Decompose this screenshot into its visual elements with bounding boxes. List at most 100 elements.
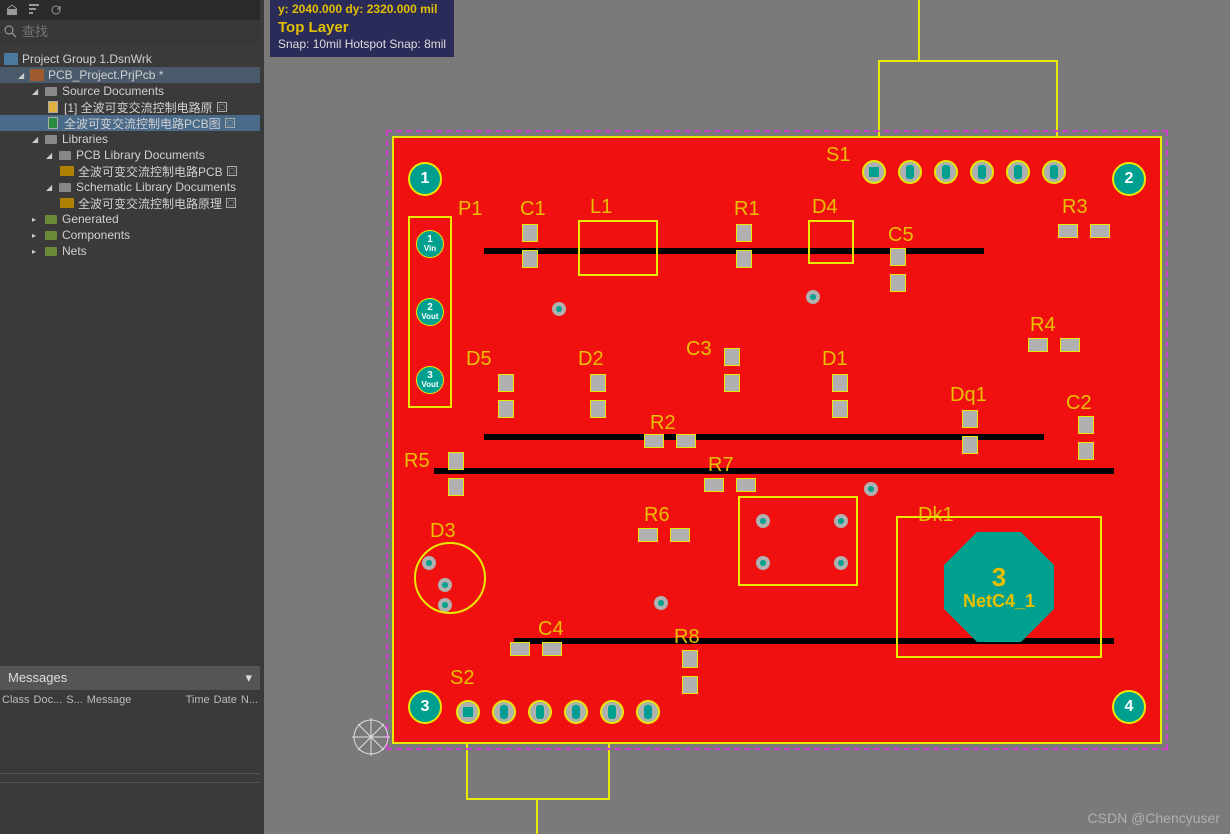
des-R2: R2 (650, 412, 676, 435)
tree-schlib-docs[interactable]: ◢Schematic Library Documents (0, 179, 260, 195)
ext-wire (1056, 60, 1058, 138)
comp-R8 (682, 650, 698, 694)
des-R3: R3 (1062, 196, 1088, 219)
via (756, 514, 770, 528)
messages-header: Class Doc... S... Message Time Date N... (0, 690, 260, 710)
home-icon[interactable] (6, 4, 18, 16)
tree-schlib[interactable]: 全波可变交流控制电路原理▢ (0, 195, 260, 211)
tree-sch-doc[interactable]: [1] 全波可变交流控制电路原▢ (0, 99, 260, 115)
col-date[interactable]: Date (214, 694, 237, 706)
pad-s1-2 (898, 160, 922, 184)
tree-label: Schematic Library Documents (76, 180, 236, 194)
des-C4: C4 (538, 618, 564, 641)
ext-wire (918, 0, 920, 60)
tree-libraries[interactable]: ◢Libraries (0, 131, 260, 147)
bottom-strip (0, 782, 260, 834)
des-R4: R4 (1030, 314, 1056, 337)
polygon-net: 3 NetC4_1 (944, 532, 1054, 642)
origin-crosshair-icon (352, 718, 390, 756)
tree-label: 全波可变交流控制电路PCB图 (64, 115, 221, 132)
comp-C3 (724, 348, 740, 392)
des-D1: D1 (822, 348, 848, 371)
tree-generated[interactable]: ▸Generated (0, 211, 260, 227)
des-C1: C1 (520, 198, 546, 221)
p1-pin1: 1Vin (416, 230, 444, 258)
des-C2: C2 (1066, 392, 1092, 415)
des-R7: R7 (708, 454, 734, 477)
mini-toolbar (0, 0, 260, 20)
via (552, 302, 566, 316)
p1-pin3: 3Vout (416, 366, 444, 394)
tree-components[interactable]: ▸Components (0, 227, 260, 243)
poly-number: 3 (992, 562, 1006, 593)
refresh-icon[interactable] (50, 4, 62, 16)
pad-s1-4 (970, 160, 994, 184)
pad-s2-1 (456, 700, 480, 724)
board-copper: 1 2 3 4 S1 S2 P1 1Vin 2Vout 3Vo (392, 136, 1162, 744)
via (756, 556, 770, 570)
chevron-down-icon[interactable]: ▾ (245, 670, 252, 686)
tree-project[interactable]: ◢PCB_Project.PrjPcb * (0, 67, 260, 83)
pad-s2-2 (492, 700, 516, 724)
pad-s1-5 (1006, 160, 1030, 184)
left-panel: Project Group 1.DsnWrk ◢PCB_Project.PrjP… (0, 0, 260, 834)
pad-s2-4 (564, 700, 588, 724)
via (834, 556, 848, 570)
comp-R7 (704, 478, 756, 492)
pcb-canvas[interactable]: y: 2040.000 dy: 2320.000 mil Top Layer S… (264, 0, 1230, 834)
comp-Dq1 (962, 410, 978, 454)
ext-wire (466, 798, 610, 800)
ext-wire (536, 798, 538, 834)
des-R5: R5 (404, 450, 430, 473)
comp-D1 (832, 374, 848, 418)
sort-icon[interactable] (28, 4, 40, 16)
ext-wire (878, 60, 1058, 62)
messages-titlebar[interactable]: Messages▾ (0, 666, 260, 690)
col-no[interactable]: N... (241, 694, 258, 706)
tree-source-docs[interactable]: ◢Source Documents (0, 83, 260, 99)
comp-R3 (1058, 224, 1110, 238)
des-S2: S2 (450, 667, 474, 690)
via (834, 514, 848, 528)
comp-D5 (498, 374, 514, 418)
messages-body (0, 710, 260, 774)
hud-layer: Top Layer (278, 18, 446, 38)
pad-s2-3 (528, 700, 552, 724)
pad-s2-5 (600, 700, 624, 724)
col-time[interactable]: Time (186, 694, 210, 706)
tree-label: Source Documents (62, 84, 164, 98)
pad-s1-6 (1042, 160, 1066, 184)
heads-up-display: y: 2040.000 dy: 2320.000 mil Top Layer S… (270, 0, 454, 57)
tree-pcb-doc[interactable]: 全波可变交流控制电路PCB图▢ (0, 115, 260, 131)
col-class[interactable]: Class (2, 694, 30, 706)
tree-label: Project Group 1.DsnWrk (22, 52, 152, 66)
tree-label: 全波可变交流控制电路原理 (78, 195, 222, 212)
comp-R2 (644, 434, 696, 448)
project-tree[interactable]: Project Group 1.DsnWrk ◢PCB_Project.PrjP… (0, 43, 260, 259)
mount-hole-4: 4 (1112, 690, 1146, 724)
via (806, 290, 820, 304)
tree-pcblib[interactable]: 全波可变交流控制电路PCB▢ (0, 163, 260, 179)
comp-C5 (890, 248, 906, 292)
tree-label: [1] 全波可变交流控制电路原 (64, 99, 213, 116)
mount-hole-2: 2 (1112, 162, 1146, 196)
comp-D2 (590, 374, 606, 418)
col-doc[interactable]: Doc... (34, 694, 63, 706)
search-row (0, 20, 260, 43)
comp-C4 (510, 642, 562, 656)
via (654, 596, 668, 610)
comp-L1 (578, 220, 658, 276)
via (864, 482, 878, 496)
search-input[interactable] (22, 24, 256, 39)
comp-D4 (808, 220, 854, 264)
col-source[interactable]: S... (66, 694, 83, 706)
tree-label: Generated (62, 212, 119, 226)
tree-nets[interactable]: ▸Nets (0, 243, 260, 259)
col-message[interactable]: Message (87, 694, 182, 706)
comp-R5 (448, 452, 464, 496)
poly-net: NetC4_1 (963, 591, 1035, 612)
pad-s1-1 (862, 160, 886, 184)
tree-pcblib-docs[interactable]: ◢PCB Library Documents (0, 147, 260, 163)
tree-root[interactable]: Project Group 1.DsnWrk (0, 51, 260, 67)
watermark: CSDN @Chencyuser (1088, 810, 1220, 826)
